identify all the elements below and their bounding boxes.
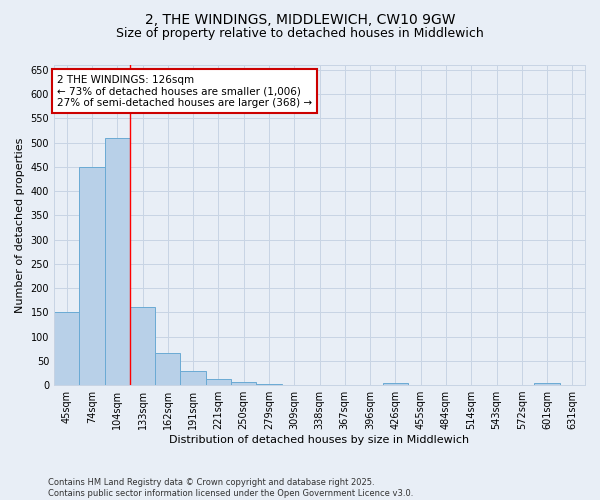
Bar [181, 370, 206, 385]
Bar [535, 383, 560, 385]
Bar [256, 384, 281, 385]
Bar [231, 382, 256, 385]
Bar [54, 312, 79, 385]
Bar [79, 167, 104, 385]
X-axis label: Distribution of detached houses by size in Middlewich: Distribution of detached houses by size … [169, 435, 470, 445]
Text: Size of property relative to detached houses in Middlewich: Size of property relative to detached ho… [116, 28, 484, 40]
Text: 2, THE WINDINGS, MIDDLEWICH, CW10 9GW: 2, THE WINDINGS, MIDDLEWICH, CW10 9GW [145, 12, 455, 26]
Text: 2 THE WINDINGS: 126sqm
← 73% of detached houses are smaller (1,006)
27% of semi-: 2 THE WINDINGS: 126sqm ← 73% of detached… [57, 74, 312, 108]
Bar [383, 382, 408, 385]
Bar [130, 308, 155, 385]
Text: Contains HM Land Registry data © Crown copyright and database right 2025.
Contai: Contains HM Land Registry data © Crown c… [48, 478, 413, 498]
Bar [104, 138, 130, 385]
Bar [206, 380, 231, 385]
Bar [155, 352, 181, 385]
Y-axis label: Number of detached properties: Number of detached properties [15, 138, 25, 312]
